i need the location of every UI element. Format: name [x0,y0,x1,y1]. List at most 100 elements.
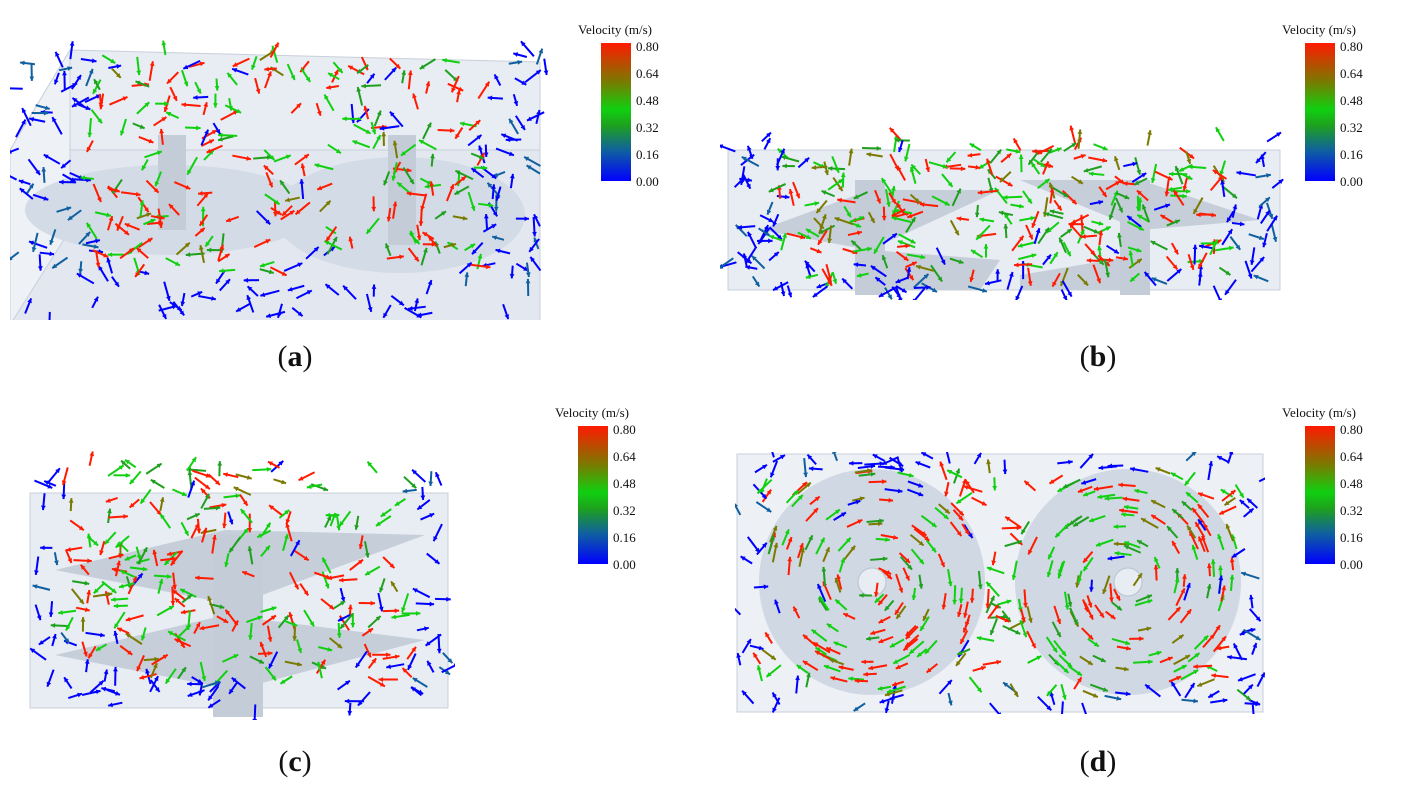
vector-head [215,129,221,135]
vector-head [300,163,306,169]
vector-head [168,606,174,611]
vector-head [827,280,832,286]
vector-head [735,503,739,508]
vector-head [116,560,121,566]
vector-head [194,513,200,518]
vector-head [1225,523,1231,529]
vector-head [1123,181,1128,186]
vector-head [1272,236,1278,242]
vector-head [76,273,82,278]
vector-head [269,505,275,510]
vector-head [166,295,171,301]
vector-head [740,556,746,561]
vector-head [1199,244,1204,249]
vector-head [1061,650,1067,656]
vector-head [150,479,156,485]
vector-head [753,652,758,658]
vector-head [826,623,832,629]
vector-head [834,509,840,515]
vector-head [270,615,276,620]
vector-head [251,64,256,70]
vector-head [1276,132,1282,137]
vector-head [1155,467,1161,472]
vector-head [802,482,807,487]
vector-head [870,464,876,469]
vector-head [1005,516,1011,522]
vector-head [870,471,876,477]
vector-head [276,210,282,215]
vector-head [956,531,962,537]
vector-head [257,533,263,538]
vector-head [19,188,25,193]
vector-head [891,233,897,239]
vector-head [407,664,413,670]
vector-head [196,528,202,534]
vector-head [10,256,13,261]
vector-head [1081,480,1087,485]
vector-head [976,452,982,458]
vector-head [118,553,124,559]
vector-head [746,183,751,189]
vector-head [68,498,74,503]
vector-head [115,73,121,78]
vector-head [893,135,899,140]
vector-head [436,648,442,654]
vector-head [1174,568,1180,573]
vector-head [912,298,915,300]
vector-head [246,156,252,161]
vector-head [409,179,414,185]
vector-head [236,108,242,114]
vector-head [854,678,860,684]
vector-head [925,167,931,172]
vector-head [1198,536,1203,542]
vector-head [720,264,723,269]
vector-head [159,497,165,503]
vector-head [369,73,375,79]
vector-head [1191,544,1197,550]
vector-head [1015,295,1020,300]
vector-head [280,679,286,684]
vector-head [380,512,386,517]
vector-head [766,138,771,144]
vector-head [235,493,241,499]
vector-head [471,168,477,173]
vector-head [27,298,32,304]
vector-head [1136,258,1142,264]
vector-head [332,236,337,242]
vector-head [191,457,197,463]
vector-head [1209,634,1215,640]
vector-head [91,58,97,64]
vector-head [926,285,931,290]
vector-head [1018,154,1024,160]
vector-head [427,280,433,285]
vector-head [115,542,121,548]
vector-head [347,604,353,610]
vector-head [803,634,808,640]
velocity-vector [10,175,18,181]
vector-head [447,658,453,664]
vector-head [118,465,124,470]
vector-head [320,659,326,665]
vector-head [1167,526,1172,532]
vector-head [1056,631,1061,637]
vector-head [1210,559,1216,564]
vector-head [878,292,884,297]
vector-head [198,190,203,196]
vector-head [1088,171,1094,177]
velocity-field-d [735,452,1265,714]
vector-head [835,599,841,605]
vector-head [1083,565,1089,571]
vector-head [425,641,431,646]
vector-head [1089,587,1094,592]
vector-head [757,488,763,494]
vector-head [952,599,958,605]
vector-head [1253,274,1259,280]
vector-head [985,280,990,286]
vector-head [354,524,360,530]
vector-head [84,659,90,664]
vector-head [937,276,943,282]
vector-head [215,680,221,686]
vector-head [454,190,460,195]
vector-head [49,239,54,245]
vector-head [772,692,777,698]
